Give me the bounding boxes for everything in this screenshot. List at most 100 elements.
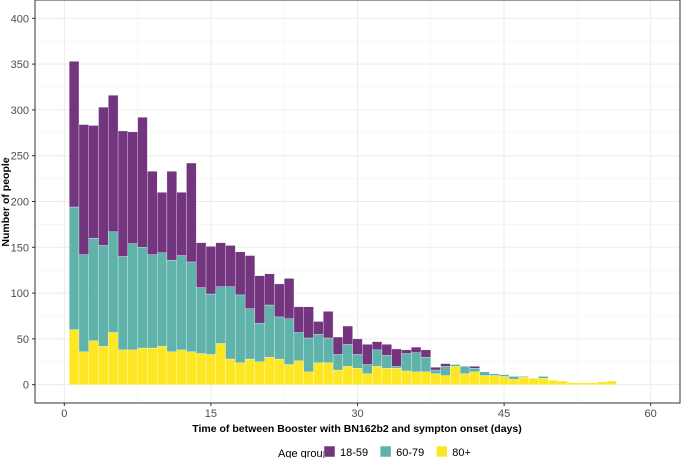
bar-80plus-day-34: [391, 368, 402, 385]
bar-80plus-day-13: [186, 351, 197, 385]
x-tick-label: 45: [498, 408, 510, 420]
bar-80plus-day-20: [254, 361, 265, 385]
bar-80plus-day-42: [469, 371, 480, 385]
bar-60-79-day-37: [420, 357, 431, 373]
bar-80plus-day-43: [479, 375, 490, 385]
bar-60-79-day-45: [499, 374, 510, 377]
bar-80plus-day-11: [166, 351, 177, 385]
bar-60-79-day-2: [78, 254, 89, 352]
bar-80plus-day-50: [547, 379, 558, 385]
bar-18-59-day-1: [69, 61, 80, 208]
bar-60-79-day-22: [274, 316, 285, 360]
bar-80plus-day-30: [352, 368, 363, 385]
bar-60-79-day-41: [459, 366, 471, 374]
bar-80plus-day-55: [596, 381, 607, 385]
legend-label-80plus: 80+: [452, 447, 471, 458]
y-tick-label: 0: [23, 380, 29, 392]
bar-18-59-day-25: [303, 306, 314, 339]
bar-60-79-day-15: [205, 293, 216, 355]
bar-18-59-day-21: [264, 273, 275, 306]
legend: Age group 18-59 60-79 80+: [278, 445, 471, 458]
bar-60-79-day-21: [264, 304, 275, 358]
bar-18-59-day-14: [196, 242, 207, 288]
bar-80plus-day-7: [127, 349, 138, 385]
bar-80plus-day-36: [411, 371, 422, 385]
bar-60-79-day-1: [69, 206, 80, 330]
bar-80plus-day-4: [98, 346, 109, 385]
bar-18-59-day-42: [469, 366, 480, 369]
bar-18-59-day-31: [362, 344, 373, 365]
bar-60-79-day-7: [127, 243, 138, 351]
legend-title: Age group: [278, 448, 329, 458]
bar-80plus-day-14: [196, 353, 207, 385]
x-tick-label: 15: [205, 408, 217, 420]
bar-60-79-day-19: [244, 308, 256, 360]
bar-60-79-day-27: [323, 337, 334, 363]
bar-18-59-day-39: [440, 363, 451, 367]
bar-60-79-day-28: [332, 354, 343, 371]
x-tick-label: 60: [645, 408, 657, 420]
bar-18-59-day-13: [186, 162, 197, 263]
bar-80plus-day-26: [313, 362, 324, 385]
bar-80plus-day-28: [332, 369, 343, 385]
x-axis-title: Time of between Booster with BN162b2 and…: [192, 423, 521, 435]
bar-18-59-day-30: [352, 338, 363, 355]
bar-60-79-day-36: [411, 352, 422, 373]
bar-18-59-day-38: [430, 367, 441, 371]
bar-18-59-day-34: [391, 348, 402, 367]
bar-60-79-day-6: [117, 256, 128, 351]
bar-60-79-day-10: [157, 252, 168, 347]
bar-80plus-day-51: [557, 380, 568, 385]
bar-60-79-day-14: [196, 287, 207, 354]
bar-18-59-day-36: [411, 346, 422, 353]
bar-80plus-day-39: [440, 375, 451, 385]
bar-80plus-day-22: [274, 358, 285, 385]
bar-80plus-day-9: [147, 347, 158, 385]
bar-60-79-day-3: [88, 237, 99, 341]
bar-80plus-day-38: [430, 373, 441, 385]
bar-60-79-day-20: [254, 323, 265, 362]
bar-18-59-day-19: [244, 255, 256, 309]
bar-60-79-day-18: [235, 294, 246, 363]
x-tick-label: 0: [61, 408, 67, 420]
bar-18-59-day-33: [381, 344, 392, 356]
bars-layer: [69, 61, 617, 385]
y-tick-label: 300: [11, 105, 29, 117]
bar-60-79-day-5: [108, 231, 119, 333]
bar-18-59-day-10: [157, 192, 168, 253]
bar-18-59-day-16: [215, 242, 226, 287]
bar-60-79-day-35: [401, 353, 412, 372]
bar-60-79-day-26: [313, 334, 324, 363]
bar-18-59-day-35: [401, 349, 412, 354]
bar-18-59-day-28: [332, 336, 343, 355]
bar-60-79-day-12: [176, 255, 187, 351]
bar-80plus-day-19: [244, 358, 256, 385]
bar-60-79-day-49: [538, 376, 549, 379]
bar-80plus-day-5: [108, 332, 119, 385]
bar-18-59-day-17: [225, 245, 236, 287]
bar-18-59-day-12: [176, 192, 187, 256]
bar-60-79-day-32: [372, 349, 383, 367]
bar-80plus-day-35: [401, 370, 412, 385]
bar-18-59-day-3: [88, 125, 99, 239]
y-tick-label: 100: [11, 288, 29, 300]
bar-60-79-day-29: [342, 344, 353, 367]
bar-60-79-day-33: [381, 355, 392, 369]
bar-18-59-day-15: [205, 246, 216, 295]
bar-60-79-day-16: [215, 286, 226, 344]
bar-80plus-day-21: [264, 357, 275, 385]
bar-80plus-day-52: [567, 382, 578, 385]
bar-80plus-day-33: [381, 368, 392, 385]
bar-60-79-day-23: [284, 318, 295, 365]
bar-80plus-day-18: [235, 362, 246, 385]
bar-18-59-day-20: [254, 275, 265, 324]
legend-swatch-80plus: [436, 445, 448, 458]
bar-18-59-day-18: [235, 251, 246, 296]
bar-18-59-day-22: [274, 283, 285, 318]
bar-80plus-day-15: [205, 354, 216, 385]
bar-80plus-day-54: [587, 382, 598, 385]
bar-60-79-day-46: [508, 376, 519, 380]
bar-18-59-day-2: [78, 124, 89, 255]
bar-60-79-day-44: [489, 373, 500, 376]
